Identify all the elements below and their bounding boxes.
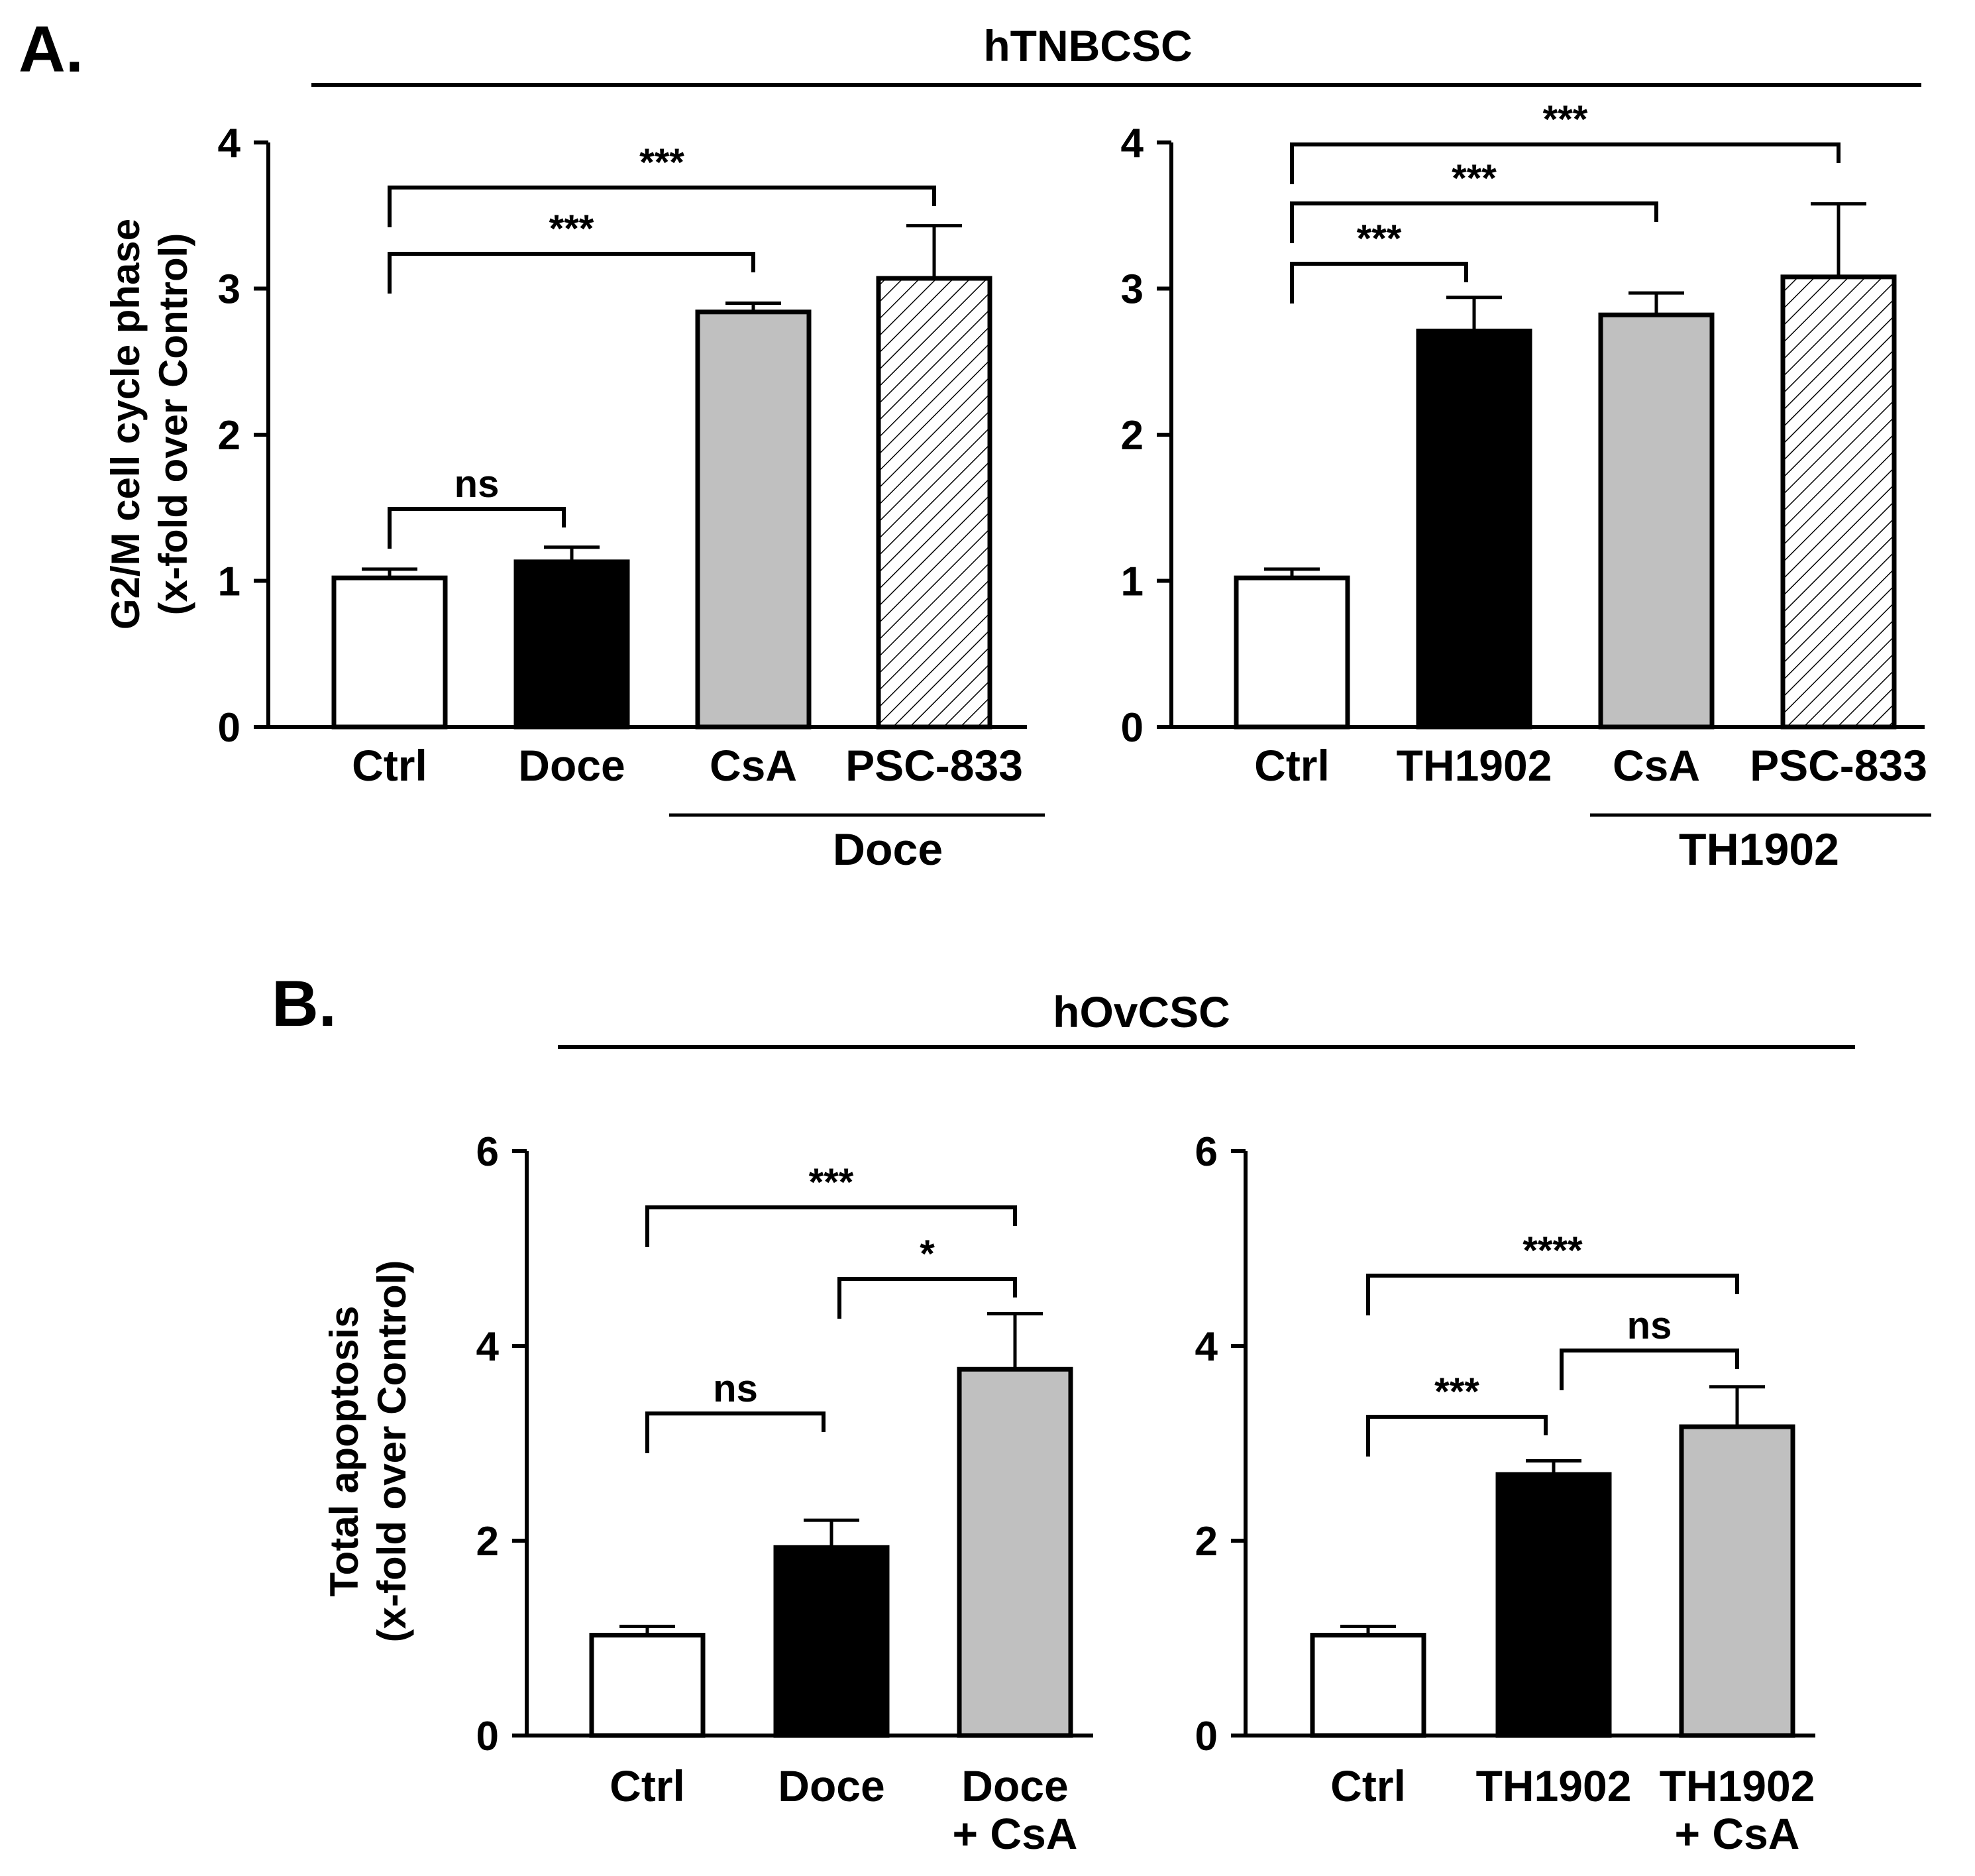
panel-a-label: A. — [19, 13, 83, 85]
significance-bracket — [1366, 1415, 1548, 1457]
significance-bracket — [1290, 142, 1841, 184]
significance-label: *** — [1357, 217, 1402, 260]
x-tick-label: Ctrl — [1254, 741, 1330, 790]
panel-a-ylabel-line1: G2/M cell cycle phase — [103, 219, 148, 630]
chart-a-left: 0 1 2 3 4 Ctrl Doce CsA PSC-833 ns *** *** — [218, 121, 1027, 790]
y-tick-label: 3 — [218, 267, 240, 313]
y-tick-label: 4 — [1121, 121, 1144, 166]
y-tick-label: 0 — [218, 705, 240, 751]
x-tick-label: Doce — [961, 1761, 1068, 1810]
y-tick-label: 4 — [1195, 1324, 1218, 1370]
bar — [1495, 1472, 1612, 1738]
significance-bracket — [1560, 1349, 1739, 1390]
y-tick-label: 2 — [218, 413, 240, 459]
x-tick-label: Doce — [518, 741, 625, 790]
significance-bracket — [645, 1411, 826, 1453]
x-tick-label: TH1902 — [1476, 1761, 1632, 1810]
bar — [589, 1633, 706, 1738]
x-tick-label: Ctrl — [610, 1761, 685, 1810]
y-tick-label: 4 — [476, 1324, 500, 1370]
panel-b-group-title: hOvCSC — [1053, 987, 1230, 1036]
bar — [513, 559, 630, 730]
bar — [957, 1366, 1073, 1738]
significance-label: *** — [1434, 1370, 1479, 1413]
panel-b-ylabel: Total apoptosis (x-fold over Control) — [322, 1260, 414, 1643]
significance-bracket — [837, 1277, 1017, 1319]
significance-label: ns — [713, 1367, 758, 1410]
bar — [1416, 328, 1532, 730]
x-tick-label: PSC-833 — [1750, 741, 1927, 790]
bar — [773, 1545, 890, 1738]
y-tick-label: 2 — [1195, 1519, 1218, 1565]
x-tick-label: TH1902 — [1397, 741, 1552, 790]
y-tick-label: 4 — [218, 121, 241, 166]
significance-bracket — [1366, 1274, 1739, 1315]
significance-bracket — [388, 252, 755, 294]
y-tick-label: 1 — [218, 559, 240, 605]
panel-a-ylabel: G2/M cell cycle phase (x-fold over Contr… — [103, 219, 195, 630]
bar — [1310, 1633, 1426, 1738]
panel-a-right-subgroup-label: TH1902 — [1679, 824, 1839, 875]
y-tick-label: 1 — [1121, 559, 1144, 605]
significance-bracket — [388, 507, 566, 549]
panel-b-ylabel-line1: Total apoptosis — [322, 1306, 366, 1597]
bar — [695, 309, 812, 730]
x-tick-label: CsA — [710, 741, 797, 790]
significance-label: ns — [454, 463, 500, 506]
x-tick-label: Doce — [778, 1761, 884, 1810]
y-tick-label: 2 — [1121, 413, 1144, 459]
significance-label: **** — [1522, 1229, 1583, 1272]
bar — [1780, 274, 1897, 730]
x-tick-label: + CsA — [1675, 1809, 1800, 1858]
significance-label: *** — [809, 1161, 854, 1204]
significance-bracket — [645, 1205, 1017, 1247]
y-tick-label: 0 — [476, 1714, 499, 1759]
significance-label: *** — [549, 207, 594, 250]
significance-label: * — [920, 1233, 935, 1276]
y-tick-label: 0 — [1121, 705, 1144, 751]
y-tick-label: 6 — [476, 1129, 499, 1175]
bar — [1234, 575, 1350, 730]
x-tick-label: Ctrl — [1330, 1761, 1406, 1810]
y-tick-label: 3 — [1121, 267, 1144, 313]
y-tick-label: 6 — [1195, 1129, 1218, 1175]
x-tick-label: PSC-833 — [845, 741, 1023, 790]
bar — [1598, 312, 1715, 730]
chart-a-right: 0 1 2 3 4 Ctrl TH1902 CsA PSC-833 *** *** *** — [1121, 98, 1927, 790]
charts-layer: 0 1 2 3 4 Ctrl Doce CsA PSC-833 ns *** *** 0 1 2 3 4 Ctrl… — [218, 98, 1927, 1858]
significance-label: *** — [639, 141, 684, 184]
significance-bracket — [1290, 201, 1658, 243]
panel-a-group-title: hTNBCSC — [983, 21, 1192, 70]
significance-bracket — [388, 186, 936, 227]
x-tick-label: + CsA — [953, 1809, 1078, 1858]
significance-label: ns — [1627, 1304, 1672, 1347]
panel-b-ylabel-line2: (x-fold over Control) — [370, 1260, 414, 1643]
x-tick-label: CsA — [1613, 741, 1700, 790]
x-tick-label: TH1902 — [1660, 1761, 1815, 1810]
bar — [1679, 1424, 1795, 1738]
panel-b-label: B. — [272, 967, 337, 1040]
panel-a-ylabel-line2: (x-fold over Control) — [151, 233, 195, 616]
significance-label: *** — [1452, 157, 1497, 200]
bar — [331, 575, 448, 730]
panel-a-left-subgroup-label: Doce — [833, 824, 943, 875]
bar — [876, 276, 992, 730]
y-tick-label: 2 — [476, 1519, 499, 1565]
significance-label: *** — [1543, 98, 1588, 141]
significance-bracket — [1290, 262, 1468, 303]
y-tick-label: 0 — [1195, 1714, 1218, 1759]
x-tick-label: Ctrl — [352, 741, 427, 790]
